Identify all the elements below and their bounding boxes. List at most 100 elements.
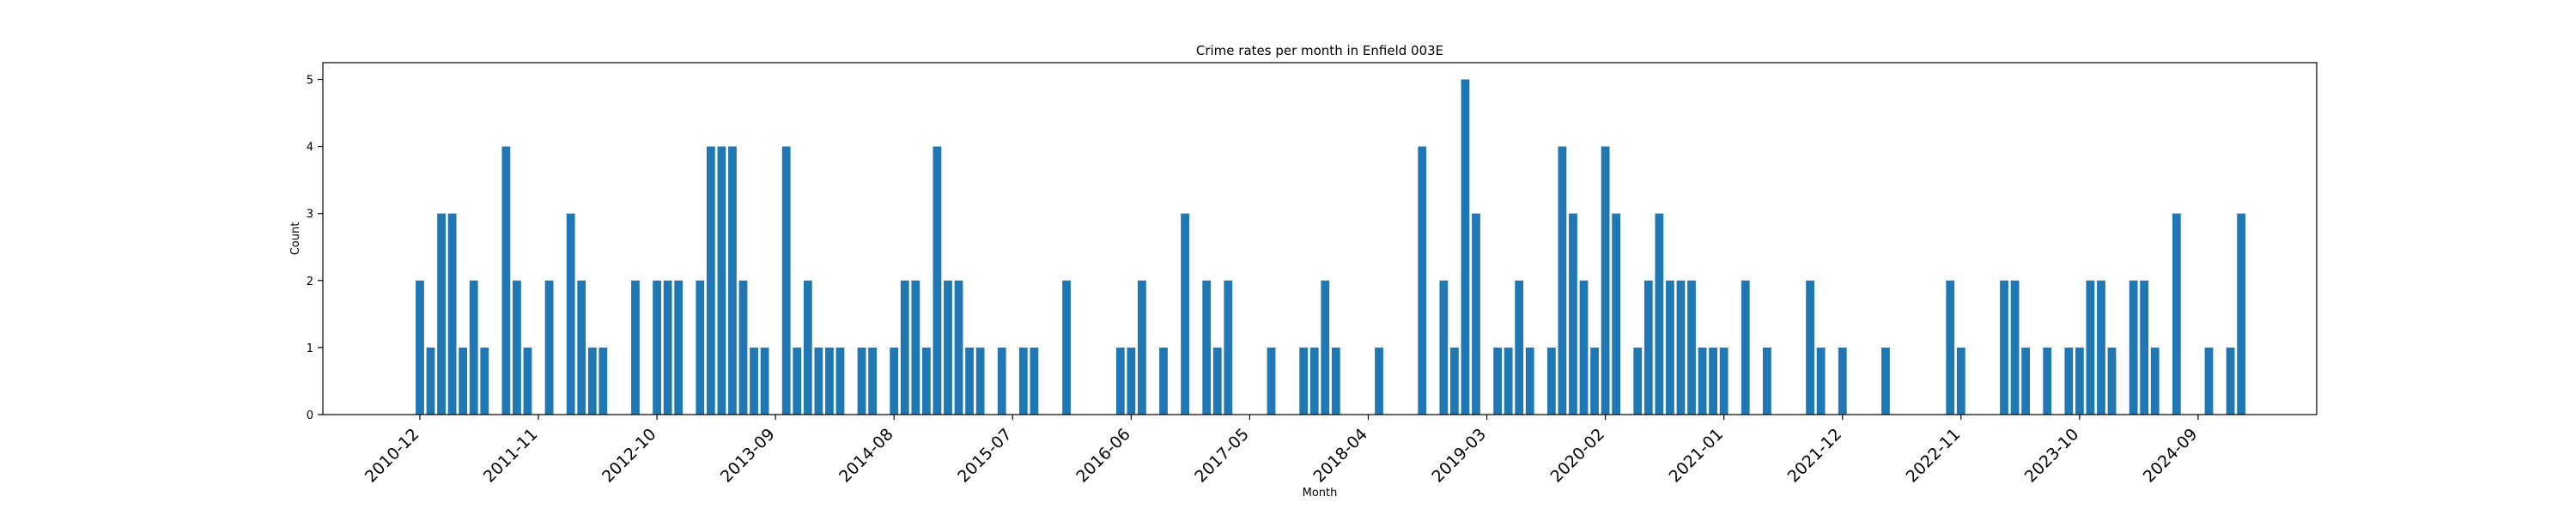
x-tick-label-2024-09: 2024-09 xyxy=(2140,425,2202,487)
bar-2017-07 xyxy=(1267,347,1276,415)
x-axis-label: Month xyxy=(1303,487,1338,500)
bar-2016-11 xyxy=(1181,213,1189,415)
x-tick-label-2021-12: 2021-12 xyxy=(1784,425,1846,487)
bar-2015-06 xyxy=(997,347,1006,415)
bar-2024-01 xyxy=(2107,347,2117,415)
bar-2014-09 xyxy=(900,280,909,415)
x-tick-label-2020-02: 2020-02 xyxy=(1546,425,1608,487)
x-tick-label-2017-05: 2017-05 xyxy=(1191,425,1253,487)
y-axis-label: Count xyxy=(289,222,302,256)
bar-2016-07 xyxy=(1138,280,1146,415)
x-tick-label-2010-12: 2010-12 xyxy=(361,425,423,487)
bar-2023-10 xyxy=(2075,347,2084,415)
bar-2019-12 xyxy=(1579,280,1589,415)
bar-2017-11 xyxy=(1309,347,1319,415)
y-tick-label-3: 3 xyxy=(307,209,313,221)
x-tick-label-2022-11: 2022-11 xyxy=(1903,425,1965,487)
bar-2020-06 xyxy=(1643,280,1653,415)
bar-2016-09 xyxy=(1159,347,1168,415)
bar-2019-06 xyxy=(1515,280,1524,415)
bar-2014-08 xyxy=(890,347,899,415)
bar-2020-08 xyxy=(1666,280,1674,415)
bar-2020-03 xyxy=(1612,213,1621,415)
bar-2013-03 xyxy=(706,146,715,415)
bar-2018-09 xyxy=(1418,146,1427,415)
bar-2025-01 xyxy=(2237,213,2246,415)
x-tick-label-2021-01: 2021-01 xyxy=(1666,425,1728,487)
bar-2015-12 xyxy=(1062,280,1071,415)
bar-2020-09 xyxy=(1676,280,1686,415)
chart-title: Crime rates per month in Enfield 003E xyxy=(1196,43,1443,58)
x-tick-label-2012-10: 2012-10 xyxy=(598,425,660,487)
bar-2019-11 xyxy=(1569,213,1577,415)
bar-2010-12 xyxy=(416,280,424,415)
bar-2012-02 xyxy=(566,213,575,415)
bar-2011-04 xyxy=(459,347,468,415)
bar-2021-05 xyxy=(1762,347,1771,415)
bar-2021-12 xyxy=(1838,347,1847,415)
bar-2020-01 xyxy=(1590,347,1599,415)
bar-2023-12 xyxy=(2097,280,2105,415)
bar-2018-12 xyxy=(1450,347,1459,415)
bar-2013-10 xyxy=(781,146,791,415)
x-tick-label-2015-07: 2015-07 xyxy=(954,425,1016,487)
bar-2012-05 xyxy=(598,347,608,415)
bar-2017-02 xyxy=(1212,347,1222,415)
bar-2011-12 xyxy=(544,280,554,415)
x-tick-label-2023-10: 2023-10 xyxy=(2021,425,2083,487)
bar-2021-03 xyxy=(1741,280,1750,415)
bar-2012-11 xyxy=(663,280,672,415)
bar-2015-04 xyxy=(975,347,985,415)
bar-2024-05 xyxy=(2150,347,2160,415)
y-tick-label-2: 2 xyxy=(307,276,313,288)
bar-2018-05 xyxy=(1375,347,1383,415)
bar-2013-08 xyxy=(760,347,769,415)
x-tick-label-2016-06: 2016-06 xyxy=(1072,425,1134,487)
y-axis: 0 1 2 3 4 5 xyxy=(307,75,323,422)
bar-2024-07 xyxy=(2172,213,2181,415)
x-tick-label-2018-04: 2018-04 xyxy=(1309,425,1371,487)
bar-2013-11 xyxy=(793,347,802,415)
bar-2015-09 xyxy=(1030,347,1039,415)
bar-2022-11 xyxy=(1956,347,1965,415)
bar-2012-10 xyxy=(653,280,661,415)
bar-2020-07 xyxy=(1655,213,1664,415)
bar-2020-05 xyxy=(1633,347,1643,415)
bar-2013-05 xyxy=(728,146,737,415)
bar-2014-01 xyxy=(814,347,823,415)
y-tick-label-1: 1 xyxy=(307,342,313,355)
bar-2023-03 xyxy=(2000,280,2008,415)
bar-2014-03 xyxy=(835,347,845,415)
bar-2014-12 xyxy=(933,146,942,415)
y-tick-label-5: 5 xyxy=(307,75,313,88)
bar-2016-05 xyxy=(1115,347,1125,415)
bar-2017-03 xyxy=(1224,280,1233,415)
bar-2024-10 xyxy=(2204,347,2214,415)
bar-2019-07 xyxy=(1525,347,1534,415)
x-axis: 2010-12 2011-11 2012-10 2013-09 2014-08 2015-… xyxy=(361,415,2202,487)
bar-2013-06 xyxy=(738,280,748,415)
x-tick-label-2019-03: 2019-03 xyxy=(1428,425,1490,487)
bar-2017-01 xyxy=(1202,280,1212,415)
bar-2015-08 xyxy=(1018,347,1028,415)
y-tick-label-4: 4 xyxy=(307,142,313,154)
plot-frame xyxy=(322,62,2318,415)
bar-2024-04 xyxy=(2140,280,2149,415)
bar-2011-02 xyxy=(437,213,446,415)
bar-2019-09 xyxy=(1546,347,1556,415)
bar-2019-01 xyxy=(1461,79,1470,415)
bar-2012-08 xyxy=(631,280,640,415)
bar-2024-12 xyxy=(2226,347,2235,415)
bar-2020-11 xyxy=(1698,347,1707,415)
bar-2021-10 xyxy=(1816,347,1826,415)
y-tick-label-0: 0 xyxy=(307,409,313,422)
bar-2018-11 xyxy=(1439,280,1449,415)
x-tick-label-2011-11: 2011-11 xyxy=(480,425,542,487)
bar-2014-10 xyxy=(911,280,920,415)
bar-2015-03 xyxy=(965,347,974,415)
bar-2023-04 xyxy=(2010,280,2020,415)
bar-2024-03 xyxy=(2129,280,2138,415)
bar-2017-12 xyxy=(1321,280,1330,415)
